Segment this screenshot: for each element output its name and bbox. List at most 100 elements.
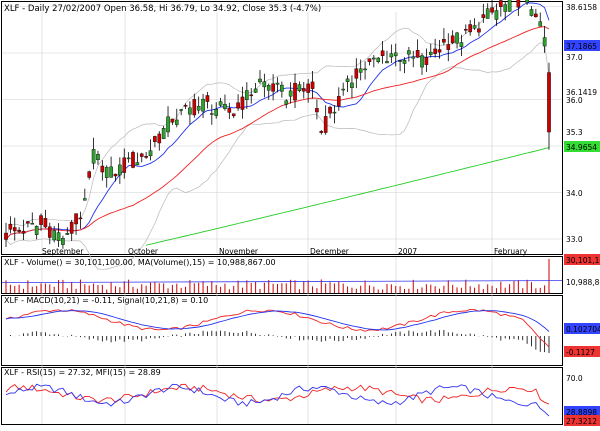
candle-down [446,44,451,50]
candle-up [389,53,394,58]
candle-down [249,94,254,97]
candle-down [47,226,52,238]
candle-up [341,88,345,91]
candle-down [39,215,43,225]
ma-fast-line [5,2,550,240]
candle-up [253,88,258,93]
candle-up [494,10,499,20]
candle-down [113,173,118,177]
candle-up [542,37,547,47]
tick-ma-fast-bg [564,40,600,51]
candle-up [350,82,354,89]
candle-down [227,108,232,113]
volume-panel-frame [1,256,563,294]
tick-volume-ma: 10,988,867 [566,278,600,287]
grid-lines [2,6,562,424]
candle-down [468,24,472,33]
candle-down [415,49,420,58]
macd-label: XLF - MACD(10,21) = -0.11, Signal(10,21,… [4,296,208,305]
candle-down [236,102,240,109]
candle-up [174,119,179,125]
rsi-label: XLF - RSI(15) = 27.32, MFI(15) = 28.89 [4,368,161,377]
candle-up [96,154,100,161]
moving-averages [5,2,550,246]
candle-up [91,149,96,164]
candle-up [332,111,337,114]
macd-line [5,308,550,348]
candle-down [367,58,372,62]
candle-up [83,198,87,201]
tick-macd-bg [564,346,600,357]
candle-down [499,0,503,7]
volume-ma-line [1,280,563,283]
candle-up [485,8,490,19]
candle-up [218,101,223,106]
candle-down [481,14,486,18]
candle-up [393,52,398,57]
candle-down [534,13,538,18]
x-label: November [219,247,259,256]
candle-up [275,82,280,85]
candle-up [288,90,293,97]
volume-bars [1,259,563,293]
candle-up [196,105,201,111]
tick-volume-top-bg [564,254,600,265]
candle-down [354,68,359,79]
mfi-line [5,383,550,405]
candle-up [376,57,381,63]
candle-up [188,107,192,115]
candle-down [192,99,197,116]
candle-down [271,83,275,92]
candle-up [210,113,214,115]
tick-ma-fast: 37.1865 [566,42,597,51]
tick-mfi: 28.8898 [566,408,597,417]
tick-macd: -0.1127 [566,348,595,357]
x-label: 2007 [398,247,417,256]
candle-down [78,217,83,220]
macd-lines [5,308,550,354]
candle-down [463,29,468,31]
tick-ma-slow-bg [564,141,600,152]
candle-down [424,57,429,65]
candle-up [161,128,166,140]
tick-rsi: 27.3212 [566,417,597,426]
candle-down [319,131,324,133]
tick-33: 33.0 [566,235,583,244]
candle-down [450,35,455,44]
candle-up [459,42,464,47]
candle-up [402,59,407,64]
candle-down [21,230,26,234]
candlesticks [4,0,551,249]
candle-down [490,7,494,13]
rsi-panel-frame [1,367,563,425]
candle-up [148,150,153,157]
candle-up [420,55,424,68]
candle-down [323,116,328,133]
candle-down [547,72,551,133]
lower-band [5,42,550,270]
tick-last-close: 35.3 [566,128,583,137]
candle-up [104,166,109,178]
tick-36: 36.0 [566,96,583,105]
ma-slow-line [146,147,550,246]
candle-down [310,81,315,89]
candle-up [538,21,543,27]
candle-down [12,227,17,232]
candle-up [245,90,249,100]
candle-up [109,166,113,178]
candle-down [477,28,481,33]
tick-rsi-bg [564,415,600,426]
candle-down [442,39,446,43]
candle-down [183,105,188,107]
x-axis-labels: September October November December 2007 Febr… [42,247,528,256]
ma-mid-line [5,26,550,240]
candle-up [201,98,205,112]
signal-line [5,310,550,332]
candle-down [301,88,306,92]
tick-34: 34.0 [566,189,583,198]
candle-up [118,164,122,176]
candle-down [328,106,332,114]
candle-up [223,103,227,109]
